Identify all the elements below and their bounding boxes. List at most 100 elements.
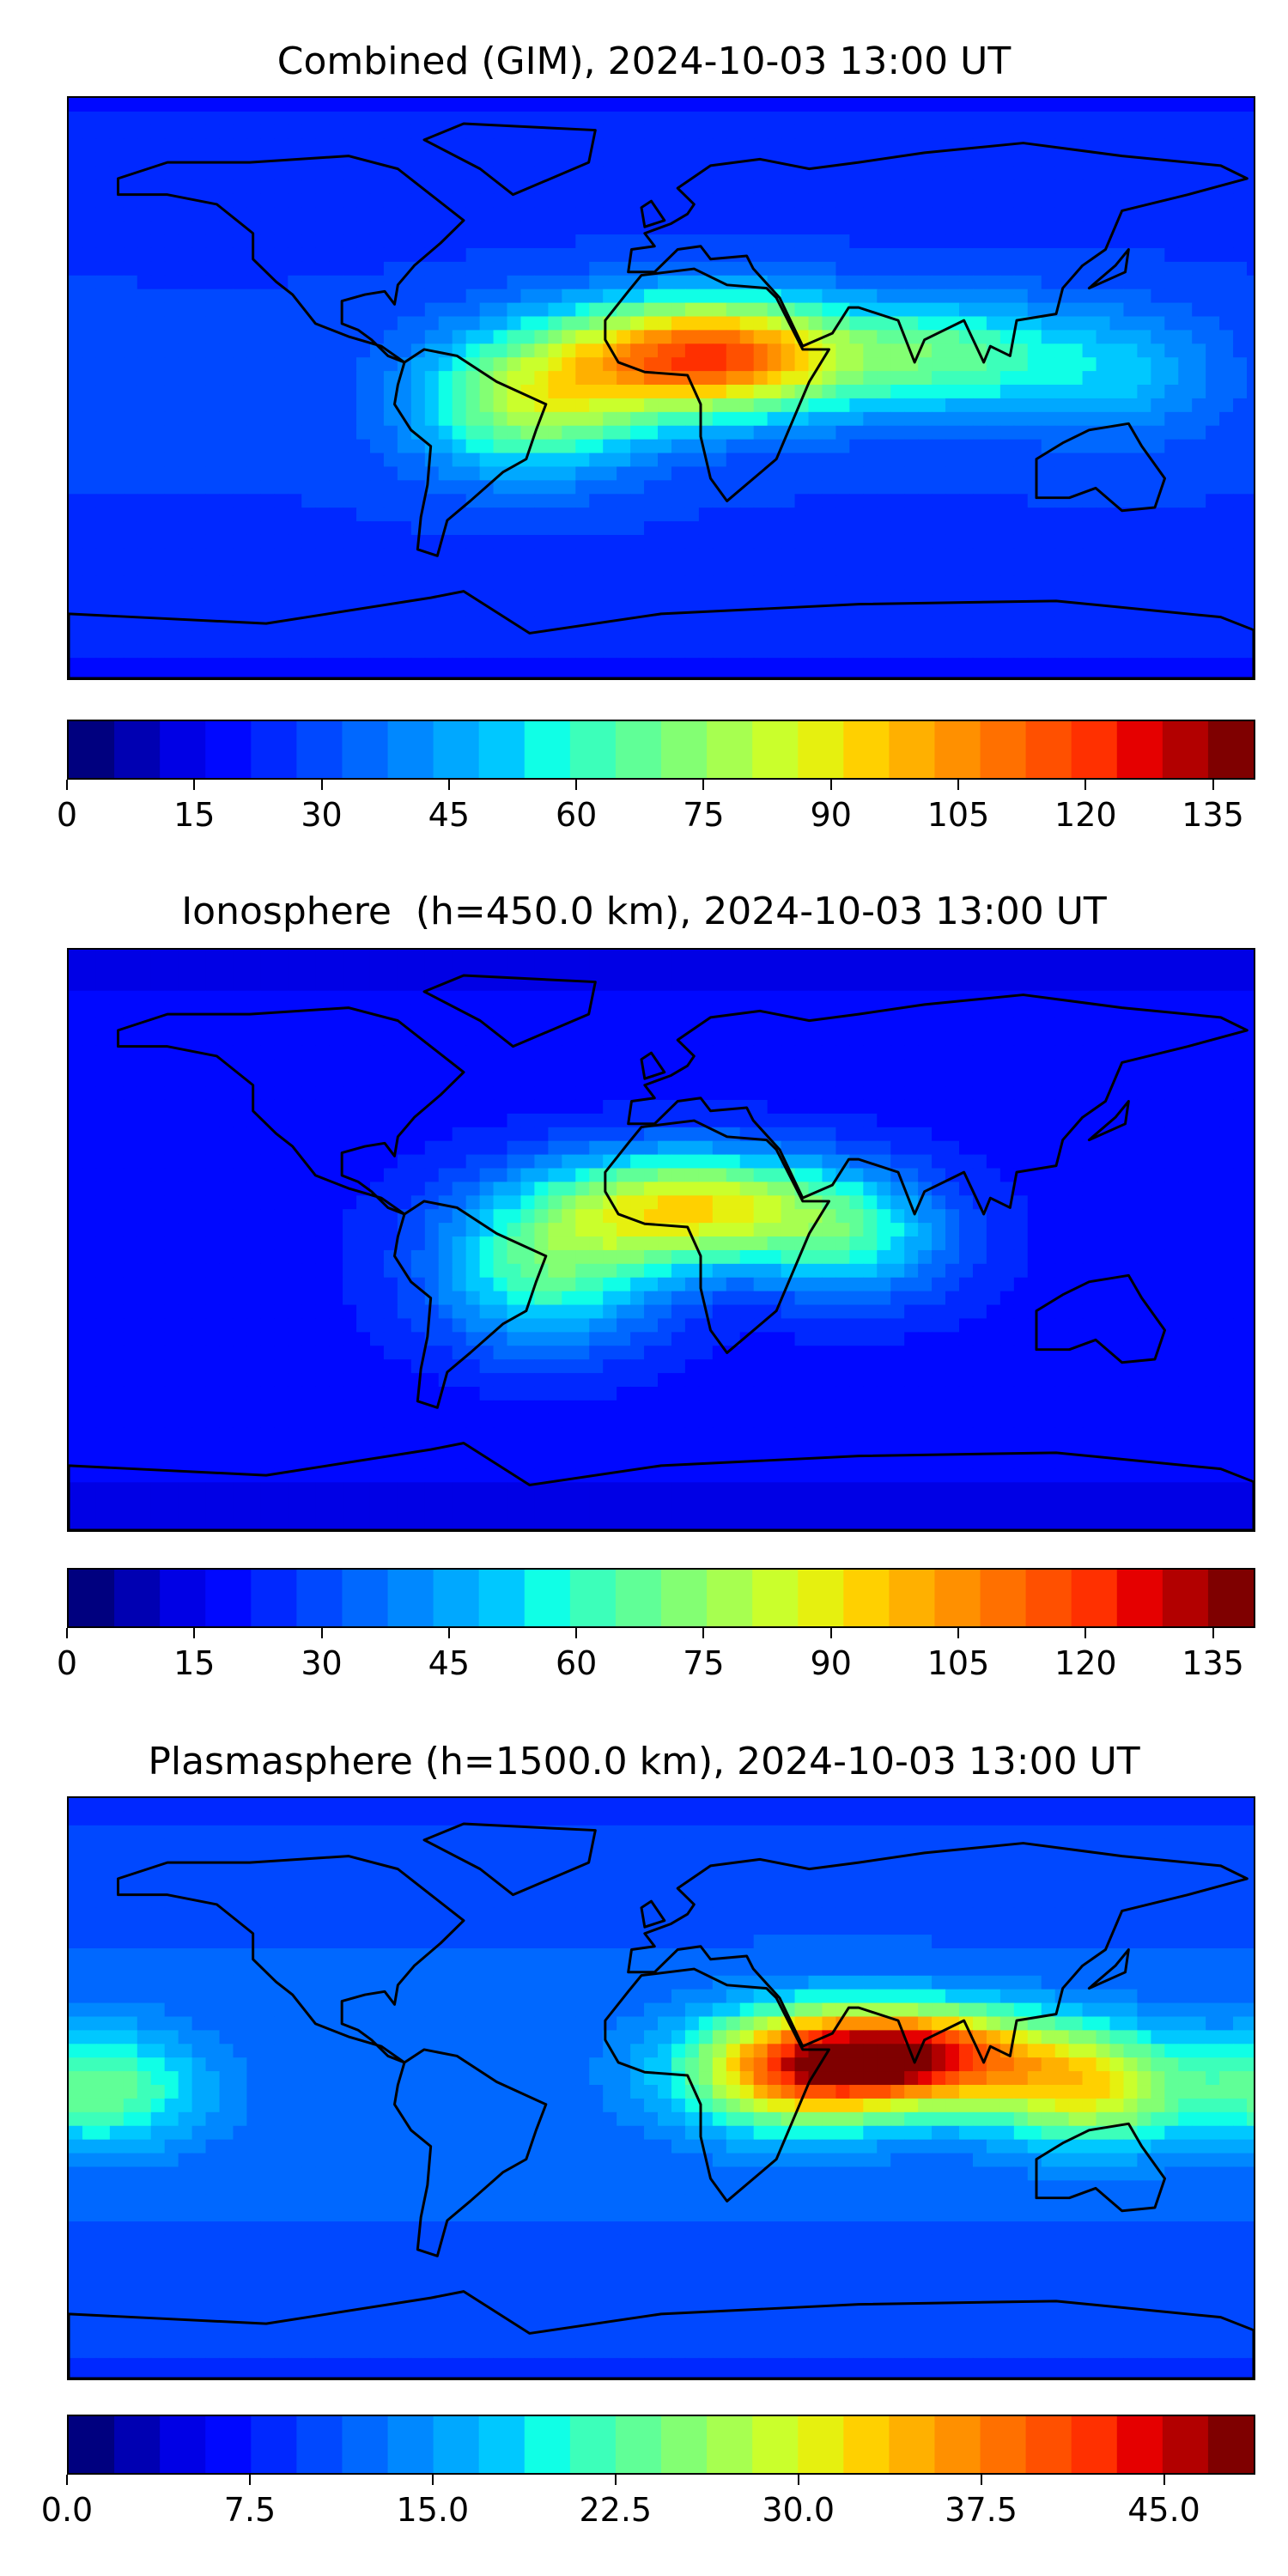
map-cell (343, 658, 357, 672)
map-cell (684, 1127, 700, 1142)
map-cell (548, 166, 562, 180)
map-cell (465, 507, 481, 522)
map-cell (589, 385, 604, 399)
map-cell (712, 617, 727, 631)
map-cell (1123, 316, 1138, 331)
map-cell (69, 976, 83, 992)
map-cell (753, 221, 769, 235)
map-cell (671, 630, 686, 645)
map-cell (932, 507, 946, 522)
map-cell (164, 950, 179, 964)
map-cell (603, 138, 617, 154)
map-cell (82, 439, 97, 454)
map-cell (205, 1031, 220, 1046)
map-cell (343, 1099, 357, 1115)
map-cell (589, 1113, 604, 1128)
map-cell (274, 548, 289, 563)
map-cell (781, 534, 796, 550)
map-cell (123, 453, 138, 467)
map-cell (835, 1113, 850, 1128)
map-cell (383, 207, 398, 222)
map-cell (863, 1059, 878, 1073)
map-cell (233, 1113, 247, 1128)
map-cell (274, 480, 289, 495)
map-cell (698, 1045, 714, 1060)
map-cell (972, 261, 987, 276)
map-cell (164, 207, 179, 222)
map-cell (562, 603, 576, 617)
map-cell (1192, 302, 1206, 317)
map-cell (849, 1127, 864, 1142)
map-cell (479, 98, 495, 112)
map-cell (739, 289, 755, 304)
map-cell (589, 343, 604, 358)
map-cell (1206, 1059, 1220, 1073)
map-cell (383, 1072, 398, 1087)
map-cell (945, 125, 960, 140)
map-cell (520, 193, 535, 208)
map-cell (233, 1031, 247, 1046)
map-cell (603, 630, 617, 645)
map-cell (562, 275, 576, 290)
map-cell (82, 575, 97, 591)
map-cell (123, 179, 138, 194)
map-cell (452, 950, 467, 964)
map-cell (1109, 1045, 1124, 1060)
map-cell (890, 494, 905, 508)
map-cell (562, 289, 576, 304)
map-cell (904, 671, 919, 678)
map-cell (1082, 111, 1097, 126)
map-cell (1096, 357, 1110, 372)
map-cell (658, 617, 672, 631)
map-cell (369, 575, 385, 591)
map-cell (507, 411, 521, 427)
map-cell (1123, 644, 1138, 659)
map-cell (150, 289, 166, 304)
map-cell (822, 1072, 836, 1087)
map-cell (918, 562, 933, 577)
map-cell (890, 453, 905, 467)
map-cell (301, 466, 316, 481)
map-cell (945, 1018, 960, 1032)
map-cell (82, 1086, 97, 1101)
map-cell (658, 990, 672, 1005)
map-cell (438, 1113, 453, 1128)
map-cell (849, 385, 864, 399)
map-cell (343, 439, 357, 454)
map-cell (356, 179, 371, 194)
map-cell (315, 138, 330, 154)
map-cell (890, 548, 905, 563)
map-cell (589, 1031, 604, 1046)
map-cell (562, 425, 576, 440)
map-cell (849, 507, 864, 522)
map-cell (369, 98, 385, 112)
map-cell (1109, 534, 1124, 550)
map-cell (1096, 316, 1110, 331)
map-cell (753, 234, 769, 249)
map-cell (191, 398, 207, 413)
map-cell (137, 630, 152, 645)
map-cell (684, 316, 700, 331)
map-cell (1178, 976, 1193, 992)
map-cell (890, 234, 905, 249)
map-cell (658, 658, 672, 672)
map-cell (315, 1127, 330, 1142)
map-cell (465, 1113, 481, 1128)
map-cell (863, 221, 878, 235)
map-cell (1151, 548, 1165, 563)
map-cell (562, 138, 576, 154)
map-cell (507, 221, 521, 235)
map-cell (150, 1099, 166, 1115)
map-cell (548, 289, 562, 304)
map-cell (712, 507, 727, 522)
map-cell (1054, 644, 1070, 659)
map-cell (767, 658, 782, 672)
map-cell (1206, 603, 1220, 617)
map-cell (191, 1086, 207, 1101)
map-cell (95, 671, 111, 678)
map-cell (1013, 411, 1029, 427)
map-cell (932, 125, 946, 140)
map-cell (1068, 1113, 1084, 1128)
map-cell (178, 221, 193, 235)
map-cell (684, 521, 700, 536)
